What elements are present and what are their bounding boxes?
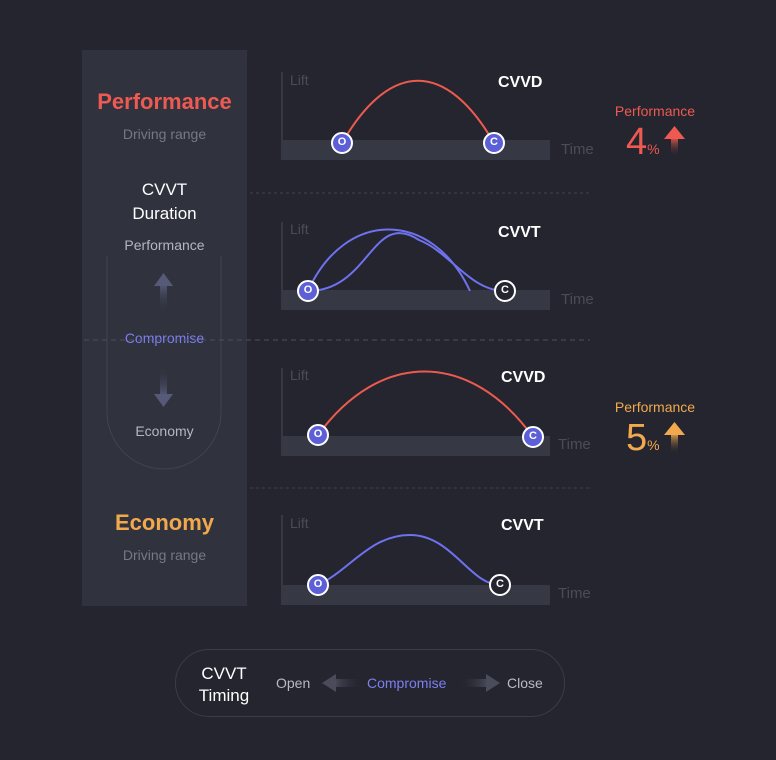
timing-right-arrow-icon	[458, 674, 500, 692]
close-marker-3-letter: C	[529, 430, 537, 442]
chart4-title: CVVT	[501, 517, 544, 534]
timing-compromise-label: Compromise	[367, 675, 447, 691]
open-marker-1-letter: O	[337, 136, 347, 148]
chart-time-band	[282, 290, 550, 310]
timing-left-arrow-icon	[322, 674, 364, 692]
cvvd-lift-curve	[317, 370, 534, 438]
cvvd-lift-curve	[341, 79, 495, 144]
economy-mode-title: Economy	[114, 510, 215, 535]
chart4-time-label: Time	[558, 585, 591, 602]
chart3-lift-label: Lift	[290, 367, 309, 383]
cvvt-duration-heading-line1: CVVT	[141, 180, 188, 199]
close-marker-1	[483, 132, 505, 154]
close-marker-2	[494, 280, 516, 302]
cvvt-lift-curve-early	[307, 228, 471, 292]
chart-cvvt-economy	[281, 515, 550, 605]
valve-markers	[297, 132, 544, 596]
gain2-value: 5	[626, 417, 648, 459]
close-marker-1-letter: C	[490, 136, 498, 148]
cvvt-lift-curve	[317, 533, 501, 586]
chart-time-band	[282, 140, 550, 160]
timing-heading-line2: Timing	[198, 686, 250, 705]
scale-capsule-outline	[106, 256, 222, 470]
gain1-value: 4	[626, 121, 648, 163]
gain1-value-group: 4%	[626, 121, 660, 164]
timing-heading-line1: CVVT	[201, 664, 247, 683]
open-marker-3-letter: O	[313, 428, 323, 440]
gain1-label: Performance	[614, 103, 696, 119]
chart-cvvt-compromise	[281, 222, 550, 310]
chart1-title: CVVD	[498, 74, 543, 91]
cvvt-lift-curve-late	[307, 232, 506, 292]
mode-panel	[82, 50, 247, 606]
performance-mode-subtitle: Driving range	[122, 126, 207, 142]
open-marker-4	[307, 574, 329, 596]
gain1-unit: %	[647, 141, 660, 157]
open-marker-2	[297, 280, 319, 302]
gain2-label: Performance	[614, 399, 696, 415]
close-marker-4	[489, 574, 511, 596]
chart3-time-label: Time	[558, 436, 591, 453]
economy-mode-subtitle: Driving range	[122, 547, 207, 563]
gain2-unit: %	[647, 437, 660, 453]
timing-legend	[175, 649, 565, 717]
chart-time-band	[282, 585, 550, 605]
chart-cvvd-economy	[281, 368, 550, 456]
close-marker-3	[522, 426, 544, 448]
gain2-value-group: 5%	[626, 417, 660, 460]
chart1-time-label: Time	[561, 141, 594, 158]
performance-gain-up-arrow-icon-2	[664, 422, 685, 454]
performance-gain-up-arrow-icon-1	[664, 126, 685, 157]
performance-mode-title: Performance	[97, 89, 232, 114]
timing-close-label: Close	[507, 675, 543, 691]
open-marker-3	[307, 424, 329, 446]
chart2-lift-label: Lift	[290, 221, 309, 237]
close-marker-4-letter: C	[496, 578, 504, 590]
scale-economy-label: Economy	[135, 423, 194, 439]
timing-open-label: Open	[276, 675, 311, 691]
chart3-title: CVVD	[501, 369, 546, 386]
close-marker-2-letter: C	[501, 284, 509, 296]
open-marker-1	[331, 132, 353, 154]
open-marker-4-letter: O	[313, 578, 323, 590]
cvvt-duration-heading-line2: Duration	[132, 204, 197, 223]
scale-down-arrow-icon	[154, 366, 173, 407]
open-marker-2-letter: O	[303, 284, 313, 296]
scale-performance-label: Performance	[124, 237, 205, 253]
scale-compromise-label: Compromise	[124, 330, 205, 346]
chart2-title: CVVT	[498, 224, 541, 241]
scale-up-arrow-icon	[154, 273, 173, 314]
chart4-lift-label: Lift	[290, 515, 309, 531]
chart-time-band	[282, 436, 550, 456]
chart2-time-label: Time	[561, 291, 594, 308]
chart1-lift-label: Lift	[290, 72, 309, 88]
